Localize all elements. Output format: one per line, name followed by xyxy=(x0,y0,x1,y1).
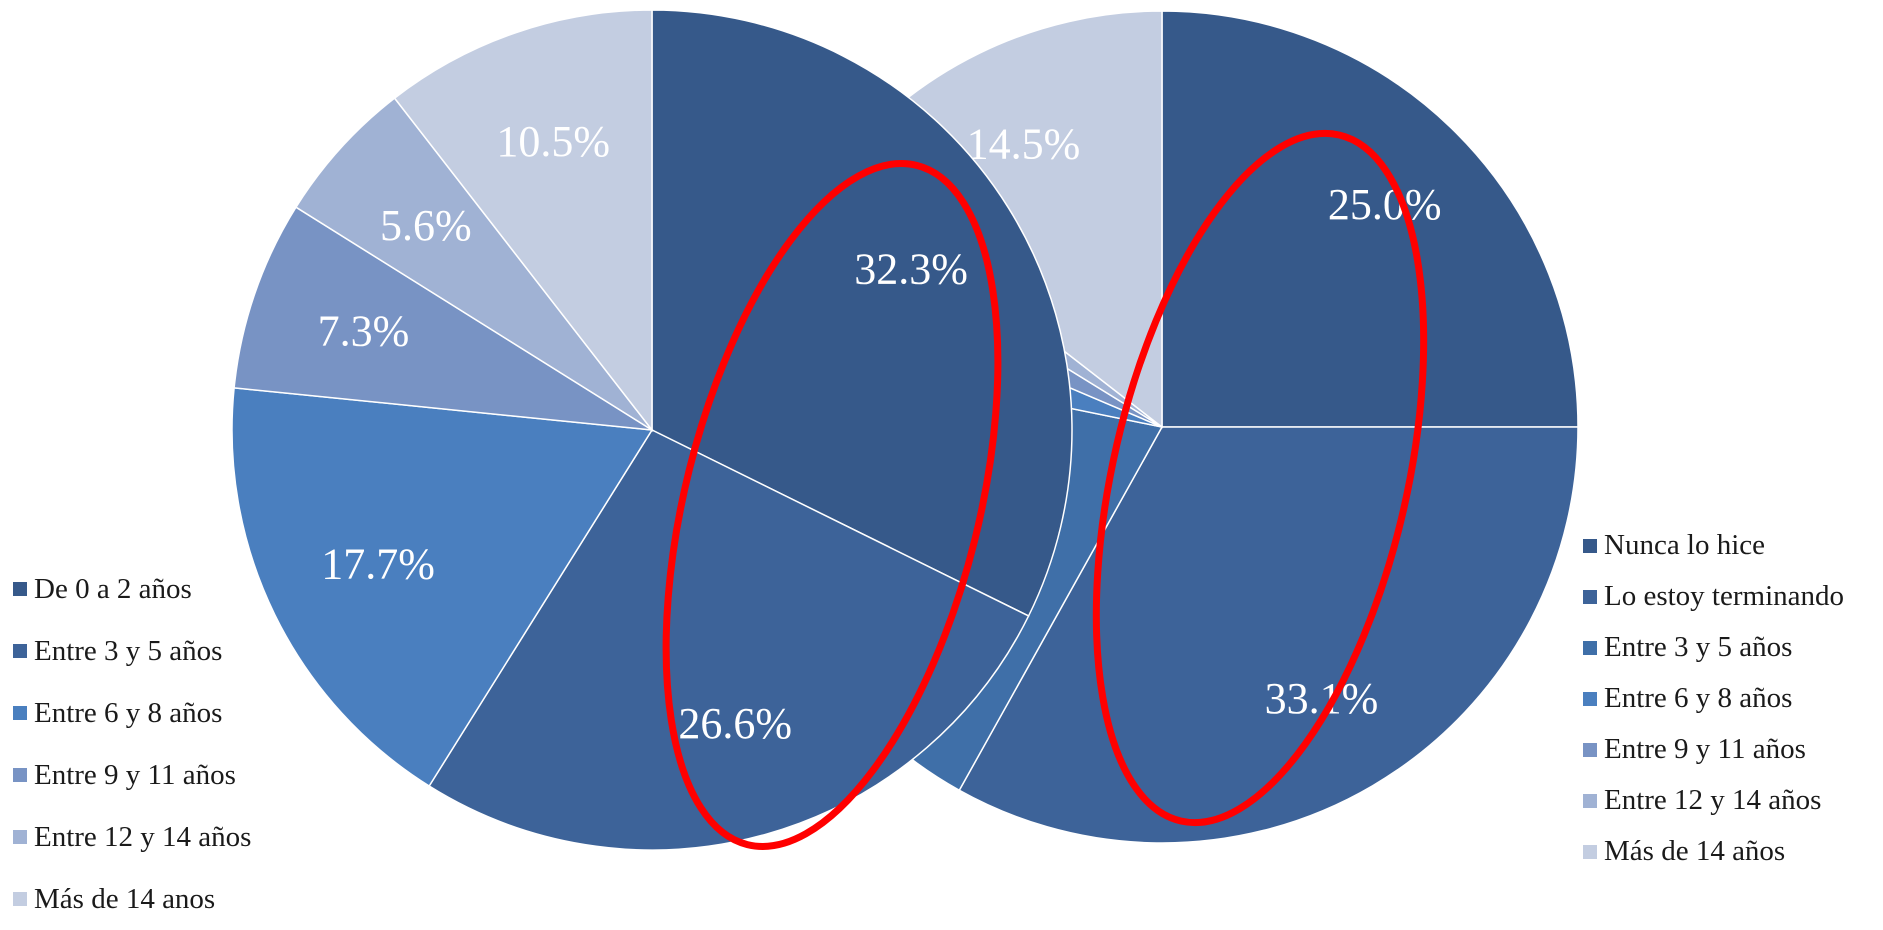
legend-label: Entre 12 y 14 años xyxy=(1604,784,1822,816)
data-label: 14.5% xyxy=(967,120,1081,169)
legend-swatch xyxy=(13,706,27,720)
legend-label: Entre 9 y 11 años xyxy=(34,758,236,791)
pie-slice xyxy=(651,9,1073,617)
legend-swatch xyxy=(1583,640,1597,655)
legend-item: Más de 14 anos xyxy=(13,868,251,930)
pie-slice xyxy=(393,9,653,433)
pie-charts: 25.0%33.1%14.5% 32.3%26.6%17.7%7.3%5.6%1… xyxy=(231,9,1579,851)
pie-slice xyxy=(428,429,1030,851)
legend-label: Entre 9 y 11 años xyxy=(1604,733,1806,765)
legend-swatch xyxy=(1583,742,1597,757)
legend-label: Entre 3 y 5 años xyxy=(34,634,223,667)
legend-label: Entre 3 y 5 años xyxy=(1604,631,1793,663)
legend-swatch xyxy=(13,830,27,844)
legend-item: Más de 14 años xyxy=(1583,826,1844,877)
legend-label: Más de 14 años xyxy=(1604,835,1786,867)
legend-label: Entre 6 y 8 años xyxy=(1604,682,1793,714)
data-label: 17.7% xyxy=(321,540,435,589)
legend-label: De 0 a 2 años xyxy=(34,572,192,605)
legend-swatch xyxy=(1583,589,1597,604)
pie-slice xyxy=(294,97,653,431)
pie-slice xyxy=(231,387,654,788)
data-label: 10.5% xyxy=(496,117,610,166)
legend-item: Entre 9 y 11 años xyxy=(13,744,251,806)
data-label: 25.0% xyxy=(1328,180,1442,229)
pie-slice xyxy=(233,206,653,431)
legend-swatch xyxy=(1583,793,1597,808)
legend-label: Más de 14 anos xyxy=(34,882,216,915)
legend-swatch xyxy=(13,768,27,782)
legend-item: Entre 9 y 11 años xyxy=(1583,724,1844,775)
legend-label: Nunca lo hice xyxy=(1604,529,1766,561)
highlight-ellipses xyxy=(662,129,1428,850)
legend-item: Entre 12 y 14 años xyxy=(1583,775,1844,826)
legend-left: De 0 a 2 años Entre 3 y 5 años Entre 6 y 8… xyxy=(13,558,251,930)
legend-right: Nunca lo hice Lo estoy terminando Entre 3 … xyxy=(1583,520,1844,877)
data-label: 26.6% xyxy=(678,699,792,748)
legend-item: Entre 6 y 8 años xyxy=(1583,673,1844,724)
legend-swatch xyxy=(1583,844,1597,859)
highlight-ellipse xyxy=(662,160,1002,850)
pie-chart-left: 32.3% 26.6% 17.7% 7.3% 5.6% 10.5% xyxy=(231,9,1073,851)
legend-swatch xyxy=(13,644,27,658)
legend-swatch xyxy=(1583,691,1597,706)
data-label: 5.6% xyxy=(380,201,472,250)
legend-swatch xyxy=(1583,538,1597,553)
legend-item: Lo estoy terminando xyxy=(1583,571,1844,622)
data-label: 32.3% xyxy=(854,245,968,294)
legend-label: Entre 12 y 14 años xyxy=(34,820,252,853)
legend-item: Entre 3 y 5 años xyxy=(1583,622,1844,673)
legend-swatch xyxy=(13,892,27,906)
highlight-ellipse xyxy=(1092,129,1428,827)
legend-item: Entre 12 y 14 años xyxy=(13,806,251,868)
data-label: 7.3% xyxy=(318,307,410,356)
legend-item: De 0 a 2 años xyxy=(13,558,251,620)
legend-item: Entre 6 y 8 años xyxy=(13,682,251,744)
legend-item: Entre 3 y 5 años xyxy=(13,620,251,682)
legend-label: Entre 6 y 8 años xyxy=(34,696,223,729)
legend-swatch xyxy=(13,582,27,596)
legend-item: Nunca lo hice xyxy=(1583,520,1844,571)
pie-slice xyxy=(1161,10,1579,428)
legend-label: Lo estoy terminando xyxy=(1604,580,1845,612)
